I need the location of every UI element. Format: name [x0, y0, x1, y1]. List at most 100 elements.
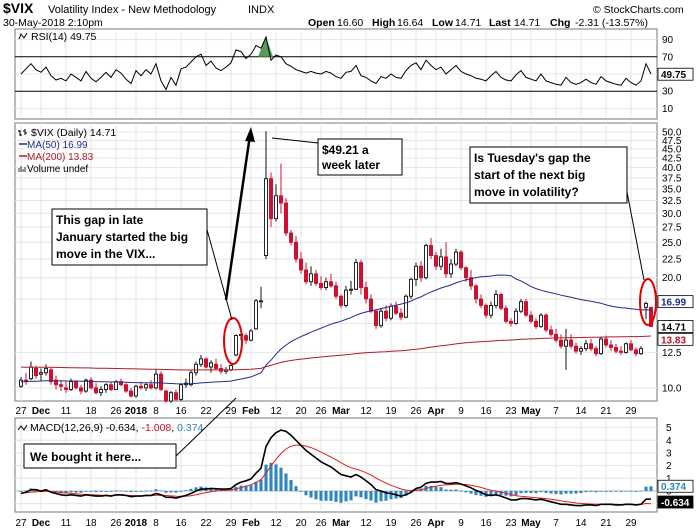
x-tick-label: 7 — [553, 406, 559, 417]
candle-body — [529, 314, 534, 322]
x-tick-label: May — [521, 406, 541, 417]
candle-body — [213, 363, 218, 369]
candle-body — [414, 265, 419, 280]
candle-body — [544, 314, 549, 331]
macd-histogram-bar — [289, 479, 293, 491]
candle-body — [434, 255, 439, 267]
candle-body — [253, 300, 258, 330]
candle-body — [49, 369, 54, 383]
high-value: 16.64 — [397, 17, 423, 29]
macd-histogram-bar — [329, 490, 333, 501]
macd-legend-hist: 0.374 — [177, 422, 203, 434]
macd-histogram-bar — [259, 479, 263, 491]
candle-body — [274, 195, 279, 220]
jan-gap-line3: move in the VIX... — [56, 247, 155, 261]
macd-histogram-bar — [194, 487, 198, 491]
macd-histogram-bar — [514, 490, 518, 496]
candle-body — [93, 387, 98, 394]
price-label-line2: week later — [321, 158, 380, 172]
rsi-tick-label: 10 — [662, 104, 674, 115]
macd-histogram-bar — [574, 490, 578, 494]
macd-histogram-bar — [144, 490, 148, 492]
candle-body — [639, 348, 644, 355]
rsi-value-marker: 49.75 — [661, 70, 686, 81]
macd-legend-name: MACD(12,26,9) — [30, 422, 103, 434]
macd-tick-label: 1 — [666, 474, 672, 485]
candle-body — [228, 365, 233, 371]
macd-histogram-bar — [354, 490, 358, 497]
candle-body — [399, 312, 404, 318]
macd-histogram-bar — [314, 490, 318, 500]
candle-body — [329, 281, 334, 287]
price-tick-label: 40.0 — [662, 163, 682, 174]
candle-body — [133, 385, 138, 397]
macd-value-marker-box — [657, 495, 694, 509]
macd-histogram-bar — [639, 490, 643, 492]
candle-body — [163, 390, 168, 402]
rsi-tick-label: 70 — [662, 52, 674, 63]
candle-body — [344, 289, 349, 306]
svg-text:MACD(12,26,9) -0.634, -1.008,: MACD(12,26,9) -0.634, -1.008, 0.374 — [30, 422, 204, 434]
price-tick-label: 22.5 — [662, 255, 682, 266]
x-tick-label-bottom: 27 — [15, 518, 27, 529]
chart-date: 30-May-2018 2:10pm — [3, 17, 103, 29]
grid-lines — [15, 31, 657, 510]
x-tick-label: 26 — [410, 406, 422, 417]
x-tick-label: 26 — [315, 406, 327, 417]
candle-body — [479, 298, 484, 306]
macd-histogram-bar — [134, 490, 138, 492]
price-legend-icon — [18, 129, 27, 136]
ma50-value-marker-box — [657, 295, 694, 309]
candle-body — [504, 307, 509, 322]
candle-body — [604, 338, 609, 346]
macd-histogram-bar — [364, 490, 368, 500]
x-tick-label: 27 — [15, 406, 27, 417]
macd-histogram-bar — [339, 490, 343, 503]
candle-body — [243, 335, 248, 341]
macd-histogram-bar — [19, 490, 23, 492]
macd-histogram-bar — [99, 490, 103, 492]
macd-line — [20, 429, 652, 507]
macd-tick-label: 3 — [666, 448, 672, 459]
x-tick-label-bottom: 26 — [315, 518, 327, 529]
x-tick-label-bottom: 12 — [360, 518, 372, 529]
macd-histogram-bar — [84, 490, 88, 492]
candle-body — [514, 310, 519, 324]
candle-body — [123, 384, 128, 392]
candle-body — [264, 178, 269, 256]
candle-body — [499, 294, 504, 309]
macd-histogram-bar — [444, 489, 448, 491]
chg-value: -2.31 (-13.57%) — [575, 17, 648, 29]
candle-body — [599, 338, 604, 355]
x-tick-label-bottom: 29 — [625, 518, 637, 529]
candle-body — [474, 285, 479, 300]
x-tick-label: Dec — [32, 406, 51, 417]
price-legend-main: $VIX (Daily) 14.71 — [31, 127, 116, 139]
price-tick-label: 20.0 — [662, 273, 682, 284]
candle-body — [334, 285, 339, 297]
macd-histogram-bar — [109, 490, 113, 492]
candle-body — [299, 258, 304, 271]
candle-body — [374, 310, 379, 327]
candle-body — [449, 263, 454, 275]
macd-histogram-bar — [439, 487, 443, 491]
price-tick-label: 32.5 — [662, 196, 682, 207]
candle-body — [294, 241, 299, 260]
candle-body — [279, 195, 284, 204]
candle-body — [359, 262, 364, 289]
macd-tick-label: 5 — [666, 423, 672, 434]
macd-legend-value: -0.634 — [106, 422, 136, 434]
rsi-legend-icon — [18, 32, 28, 40]
candle-body — [594, 348, 599, 355]
candle-body — [108, 384, 113, 390]
price-tick-label: 37.5 — [662, 173, 682, 184]
rsi-layer — [20, 35, 652, 91]
macd-histogram-bar — [114, 490, 118, 492]
candle-body — [339, 295, 344, 306]
macd-histogram-bar — [304, 490, 308, 496]
x-tick-label: 14 — [575, 406, 587, 417]
jan-gap-pointer — [205, 225, 233, 321]
open-label: Open — [308, 17, 335, 29]
ma50-legend: MA(50) 16.99 — [27, 140, 88, 151]
macd-histogram-bar — [104, 490, 108, 492]
